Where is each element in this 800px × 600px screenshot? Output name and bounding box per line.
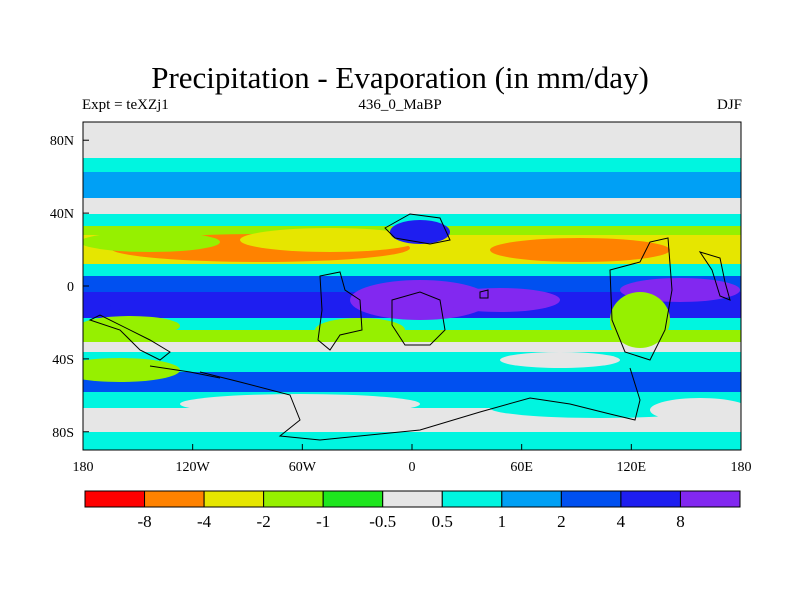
field-band-12: [83, 342, 741, 352]
field-band-2: [83, 172, 741, 198]
coastlines: [88, 213, 731, 441]
y-tick-label: 80S: [52, 426, 74, 441]
colorbar: -8 -4 -2 -1 -0.5 0.5 1 2 4 8: [84, 490, 741, 531]
colorbar-label: -4: [197, 512, 212, 531]
colorbar-label: 0.5: [432, 512, 453, 531]
x-tick-label: 60W: [289, 460, 317, 475]
coastline-7: [479, 289, 489, 299]
colorbar-label: 4: [617, 512, 626, 531]
colorbar-label: -2: [257, 512, 271, 531]
coastline-1: [391, 291, 446, 346]
coastline-5: [199, 367, 641, 441]
colorbar-box-1: [144, 490, 205, 508]
field-blob-14: [390, 220, 450, 244]
x-tick-label: 180: [73, 460, 94, 475]
colorbar-label: 8: [676, 512, 685, 531]
coastline-2: [384, 213, 451, 245]
colorbar-box-2: [203, 490, 265, 508]
map-axes: 180 120W 60W 0 60E 120E 180 80N 40N 0 40S 80S: [50, 134, 752, 475]
field-blob-10: [83, 358, 180, 382]
field-band-13: [83, 352, 741, 372]
coastline-4: [88, 314, 171, 361]
x-tick-label: 0: [409, 460, 416, 475]
colorbar-label: 1: [498, 512, 507, 531]
colorbar-box-5: [382, 490, 443, 508]
field-blob-4: [350, 280, 490, 320]
x-tick-label: 180: [731, 460, 752, 475]
field-band-7: [83, 264, 741, 276]
x-tick-label: 120E: [617, 460, 647, 475]
colorbar-box-10: [679, 490, 741, 508]
field-blob-3: [83, 232, 220, 252]
field-band-11: [83, 330, 741, 342]
colorbar-label: -1: [316, 512, 330, 531]
field-blob-5: [440, 288, 560, 312]
y-tick-label: 40N: [50, 207, 74, 222]
field-band-1: [83, 158, 741, 172]
y-tick-label: 40S: [52, 353, 74, 368]
pe-field: [83, 122, 741, 450]
x-tick-label: 120W: [176, 460, 211, 475]
colorbar-box-9: [620, 490, 681, 508]
field-blob-1: [490, 238, 670, 262]
colorbar-label: -8: [137, 512, 151, 531]
field-blob-2: [240, 228, 420, 252]
period-label: 436_0_MaBP: [358, 97, 442, 113]
experiment-label: Expt = teXZj1: [82, 97, 169, 113]
y-tick-label: 0: [67, 280, 74, 295]
colorbar-box-7: [501, 490, 562, 508]
y-tick-label: 80N: [50, 134, 74, 149]
colorbar-box-4: [322, 490, 384, 508]
season-label: DJF: [716, 97, 742, 113]
field-blob-7: [610, 292, 670, 348]
colorbar-label: 2: [557, 512, 566, 531]
field-blob-13: [650, 398, 741, 422]
field-blob-12: [180, 394, 420, 414]
field-band-14: [83, 372, 741, 392]
coastline-3: [609, 237, 673, 361]
colorbar-label: -0.5: [369, 512, 396, 531]
field-band-3: [83, 198, 741, 214]
field-blob-16: [500, 352, 620, 368]
field-band-4: [83, 214, 741, 226]
chart-title: Precipitation - Evaporation (in mm/day): [151, 60, 649, 95]
colorbar-box-0: [84, 490, 146, 508]
field-blob-15: [110, 297, 350, 315]
field-band-17: [83, 432, 741, 450]
coastline-6: [149, 365, 221, 379]
field-band-0: [83, 122, 741, 158]
x-tick-label: 60E: [510, 460, 533, 475]
colorbar-box-8: [560, 490, 622, 508]
field-blob-8: [83, 316, 180, 336]
field-band-10: [83, 318, 741, 330]
colorbar-box-3: [263, 490, 324, 508]
coastline-0: [317, 271, 363, 351]
colorbar-box-6: [441, 490, 503, 508]
coastline-8: [698, 251, 731, 301]
